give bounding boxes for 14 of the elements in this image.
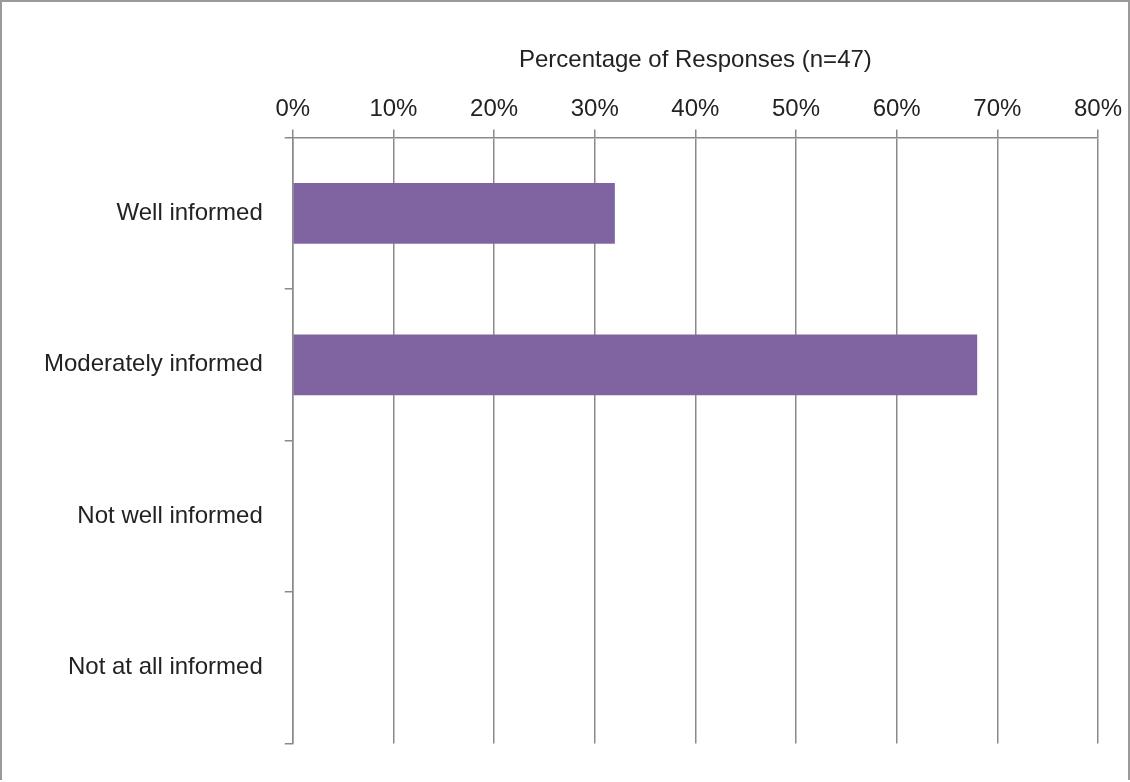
x-tick-label: 60% xyxy=(872,93,921,121)
x-tick-label: 10% xyxy=(369,93,418,121)
y-tick-label: Not well informed xyxy=(77,500,263,528)
x-tick-label: 20% xyxy=(470,93,519,121)
x-tick-label: 40% xyxy=(671,93,720,121)
x-tick-label: 70% xyxy=(973,93,1022,121)
x-tick-label: 30% xyxy=(570,93,619,121)
y-tick-label: Not at all informed xyxy=(68,652,263,680)
y-tick-label: Moderately informed xyxy=(44,349,263,377)
x-axis-title: Percentage of Responses (n=47) xyxy=(518,45,872,73)
x-tick-label: 80% xyxy=(1073,93,1123,121)
x-tick-label: 50% xyxy=(772,93,821,121)
y-tick-label: Well informed xyxy=(116,197,263,225)
x-tick-label: 0% xyxy=(275,93,311,121)
